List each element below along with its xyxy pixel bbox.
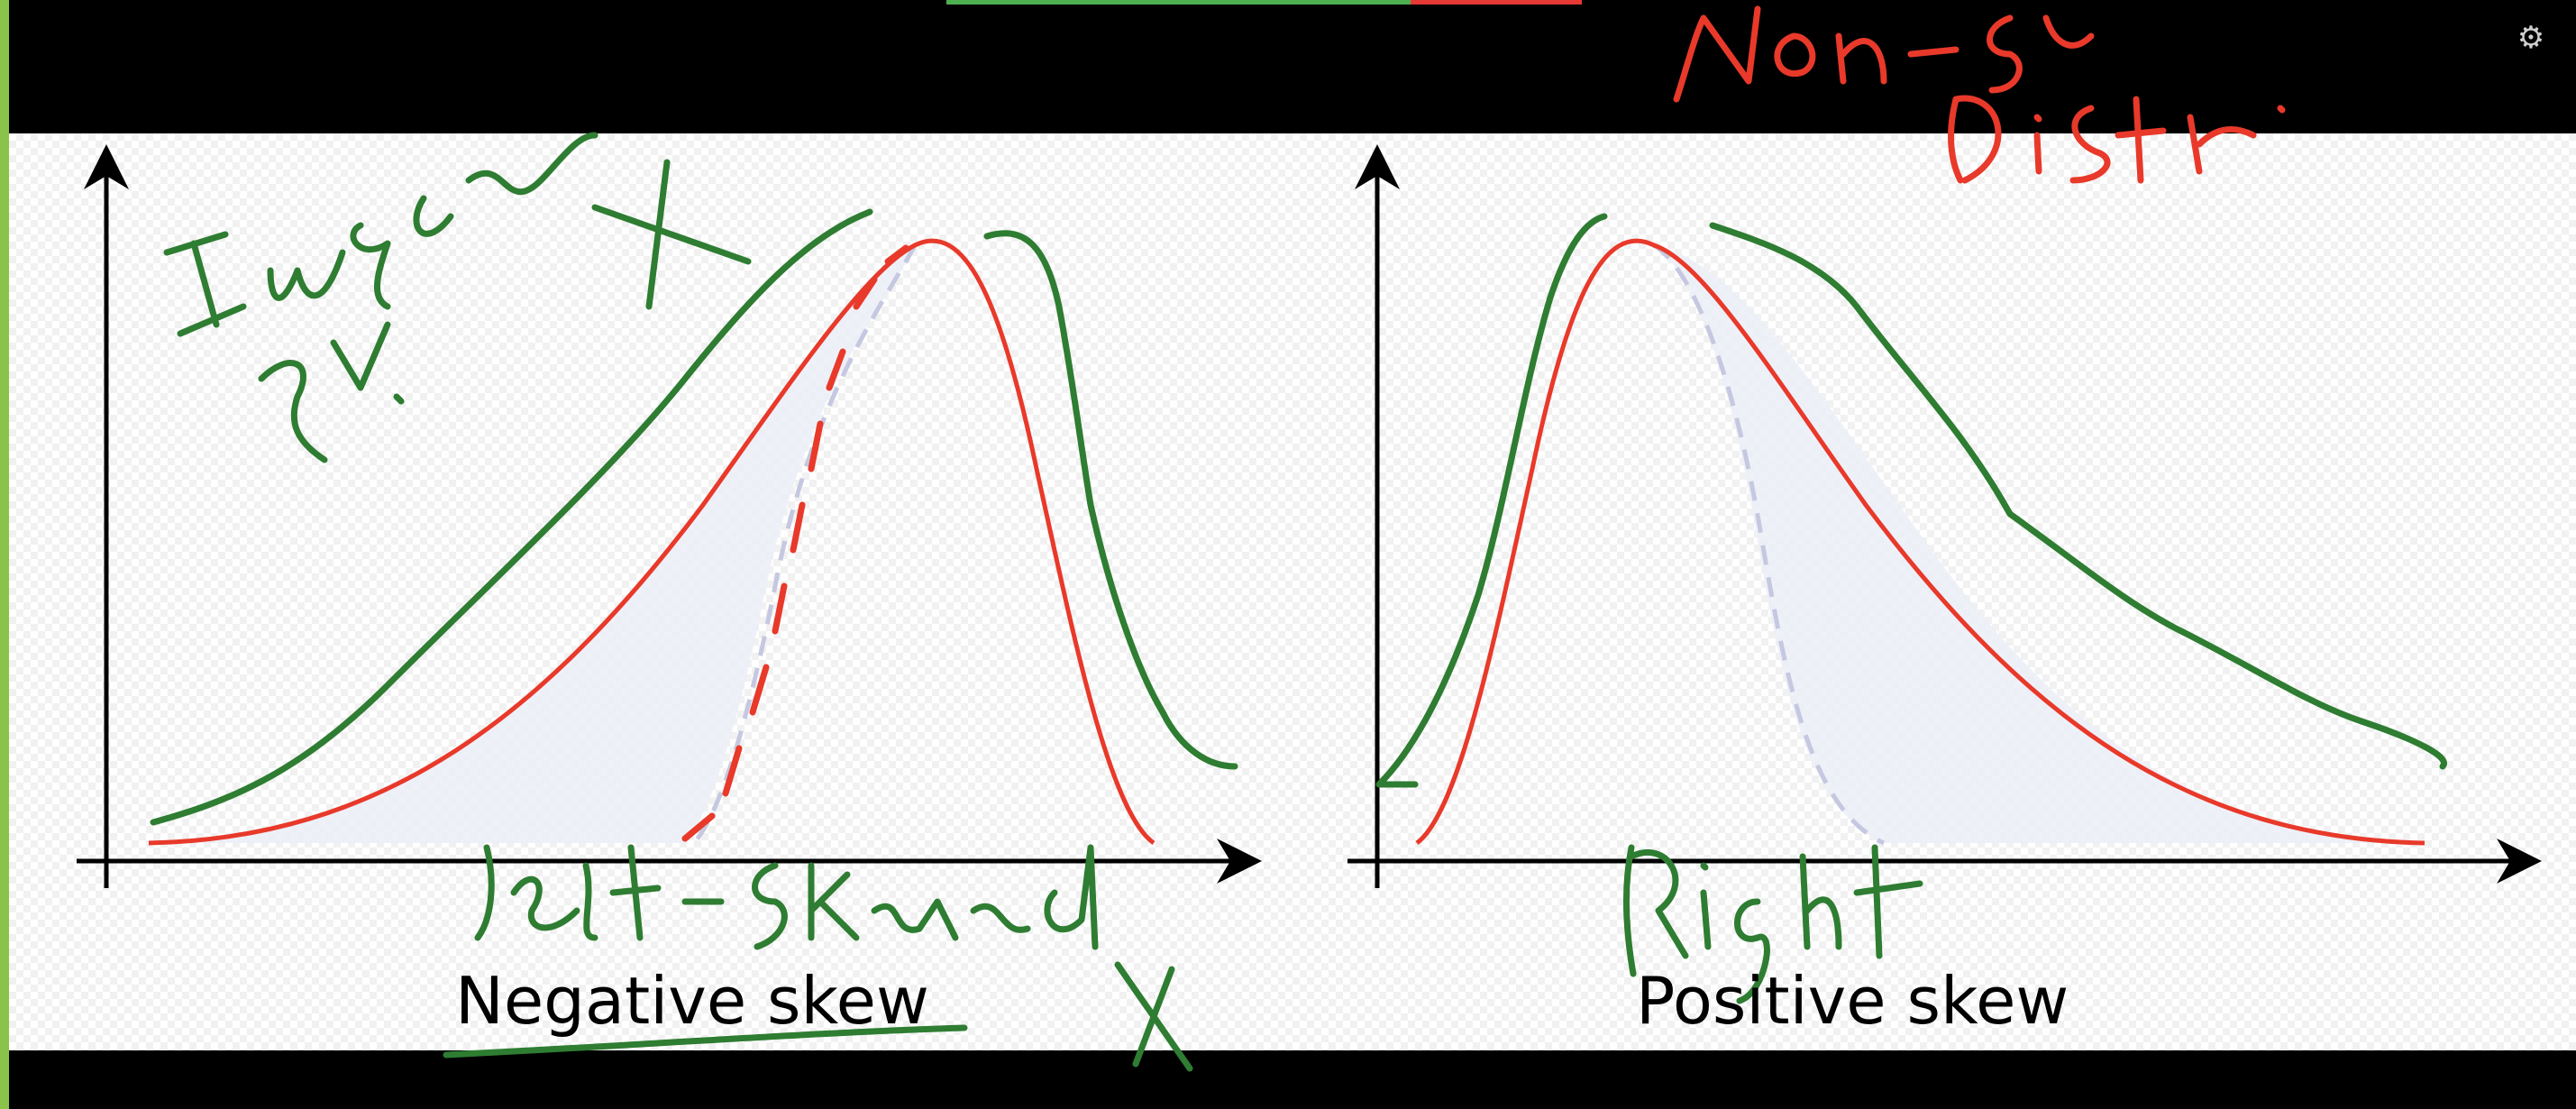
left-mode-line (692, 243, 918, 845)
left-green-outline (150, 208, 873, 826)
handwriting-x-top (591, 159, 752, 310)
handwriting-distr (1948, 95, 2286, 184)
right-shaded-area (1654, 245, 2425, 843)
green-annotations (150, 132, 2447, 1072)
whiteboard-canvas[interactable] (9, 133, 2576, 1050)
handwriting-rv (258, 321, 405, 463)
progress-bar-filled (946, 0, 1411, 5)
window-edge (0, 0, 9, 1109)
right-skew-curve (1415, 238, 2425, 846)
handwriting-non-symmetric (1673, 5, 2095, 103)
handwriting-left-skewed (474, 844, 1099, 950)
right-green-outline-left (1375, 213, 1608, 788)
red-dashed-trace (681, 244, 909, 842)
left-green-outline-right (983, 230, 1238, 770)
handwriting-x-bottom (1114, 961, 1193, 1072)
left-caption: Negative skew (455, 963, 929, 1039)
handwriting-imagine (163, 132, 598, 337)
right-caption: Positive skew (1636, 963, 2069, 1039)
left-shaded-area (149, 245, 915, 843)
progress-bar-remaining (1410, 0, 1582, 5)
red-annotations (681, 5, 2286, 842)
top-toolbar (0, 0, 2576, 133)
handwriting-right (1622, 844, 1923, 1004)
bottom-bar (0, 1050, 2576, 1109)
caption-underline (443, 1024, 968, 1059)
gear-icon[interactable]: ⚙ (2517, 20, 2545, 56)
right-green-outline-right (1709, 222, 2447, 770)
